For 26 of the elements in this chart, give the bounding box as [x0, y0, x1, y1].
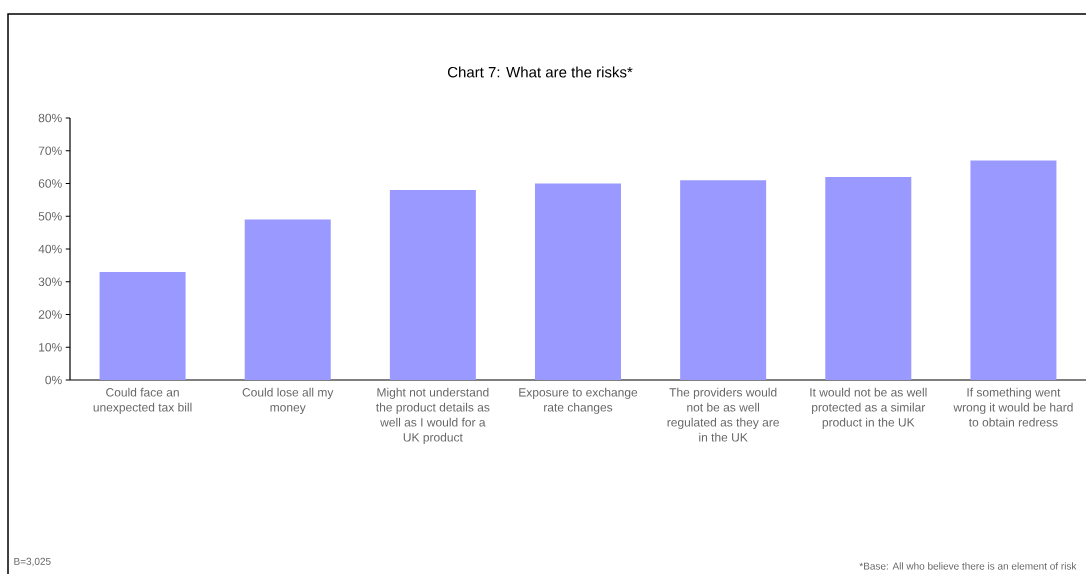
x-tick-label: Might not understand the product details as well as I would for a UK product	[376, 387, 490, 444]
x-tick-label: Exposure to exchange rate changes	[519, 387, 638, 414]
y-tick-label: 50%	[38, 212, 62, 221]
x-tick-label: The providers would not be as well regulated as they are in the UK	[667, 387, 779, 442]
x-tick-label: If something went wrong it would be hard to obtain redress	[953, 387, 1073, 427]
bar	[535, 183, 621, 380]
y-tick-label: 40%	[38, 244, 62, 254]
y-tick-label: 30%	[38, 277, 62, 286]
chart-title: Chart 7: What are the risks*	[447, 66, 633, 78]
y-tick-label: 70%	[38, 146, 62, 155]
y-tick-label: 60%	[38, 179, 62, 188]
text: B=3,025	[14, 557, 51, 567]
bar	[99, 271, 186, 380]
text: *Base: All who believe there is an element of risk	[859, 562, 1077, 570]
y-tick-label: 80%	[38, 113, 62, 123]
bar	[244, 219, 331, 380]
bar	[389, 190, 476, 380]
bar	[680, 180, 767, 380]
y-tick-label: 0%	[45, 375, 62, 385]
bar	[970, 160, 1057, 380]
bar	[825, 176, 912, 380]
x-tick-label: It would not be as well protected as a similar product in the UK	[810, 387, 927, 429]
y-tick-label: 20%	[38, 310, 62, 319]
x-tick-label: Could lose all my money	[242, 387, 334, 414]
y-tick-label: 10%	[39, 343, 62, 352]
x-tick-label: Could face an unexpected tax bill	[93, 387, 192, 414]
